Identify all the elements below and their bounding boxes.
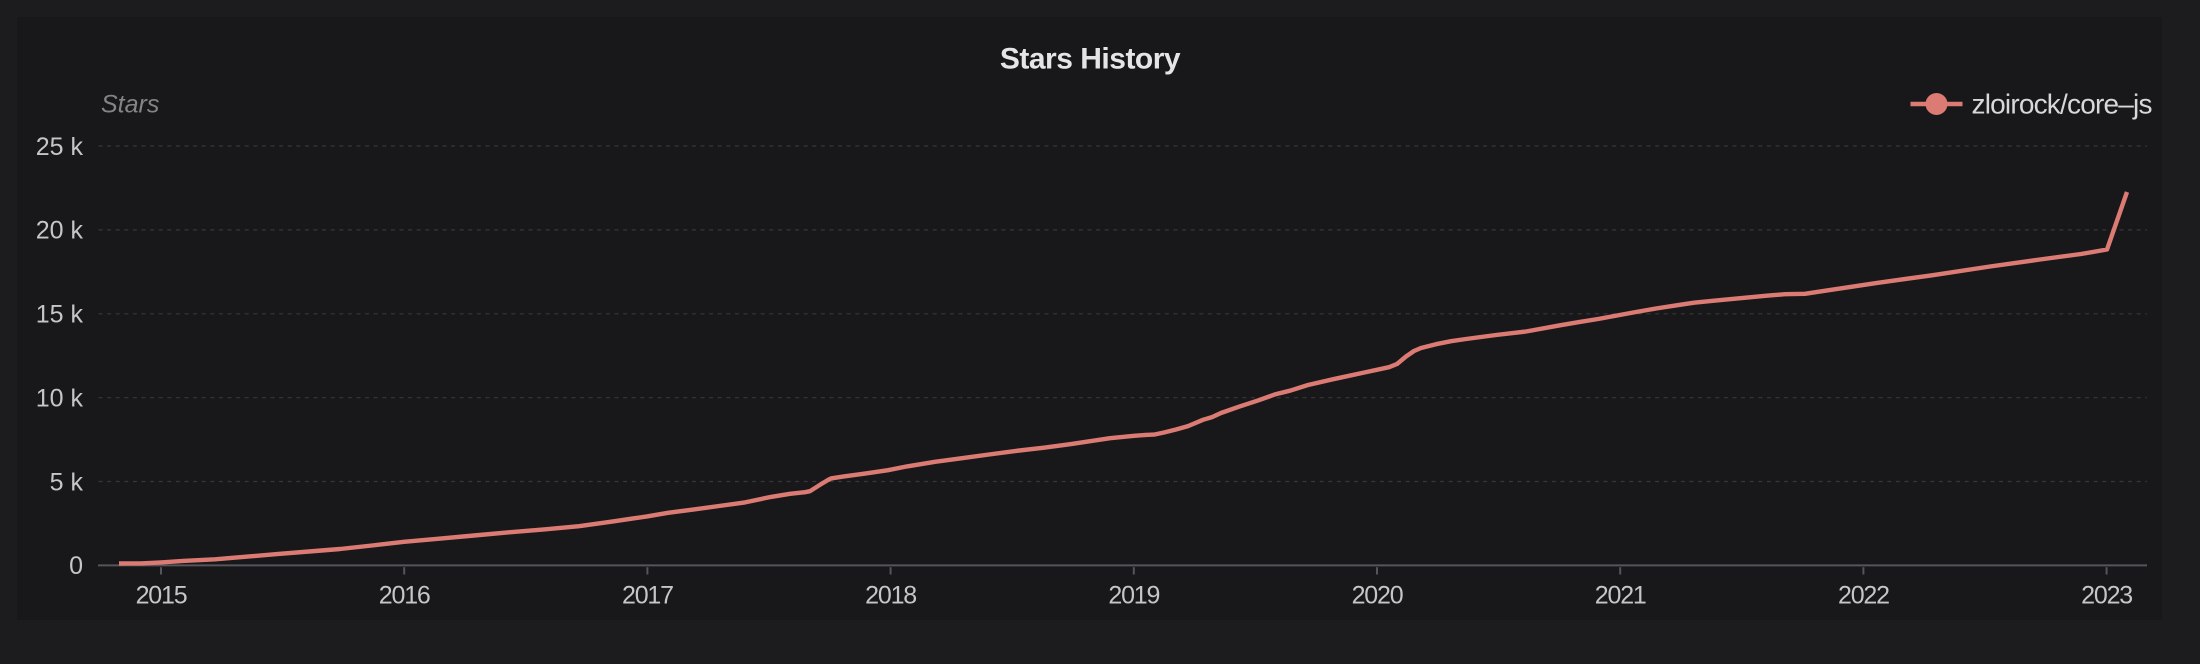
svg-text:2022: 2022 — [1838, 581, 1889, 609]
svg-text:15 k: 15 k — [36, 301, 84, 329]
svg-text:Stars: Stars — [101, 90, 159, 118]
svg-text:2019: 2019 — [1108, 581, 1159, 609]
svg-text:2016: 2016 — [379, 581, 430, 609]
svg-text:2021: 2021 — [1595, 581, 1646, 609]
svg-text:zloirock/core–js: zloirock/core–js — [1972, 89, 2152, 120]
svg-text:2023: 2023 — [2081, 581, 2132, 609]
svg-text:2017: 2017 — [622, 581, 673, 609]
svg-text:2015: 2015 — [136, 581, 187, 609]
svg-text:5 k: 5 k — [50, 468, 84, 496]
svg-text:2018: 2018 — [865, 581, 916, 609]
svg-text:Stars History: Stars History — [1000, 43, 1181, 76]
svg-text:25 k: 25 k — [36, 133, 84, 161]
svg-text:10 k: 10 k — [36, 385, 84, 413]
svg-text:2020: 2020 — [1352, 581, 1403, 609]
svg-text:0: 0 — [69, 552, 83, 580]
svg-text:20 k: 20 k — [36, 217, 84, 245]
